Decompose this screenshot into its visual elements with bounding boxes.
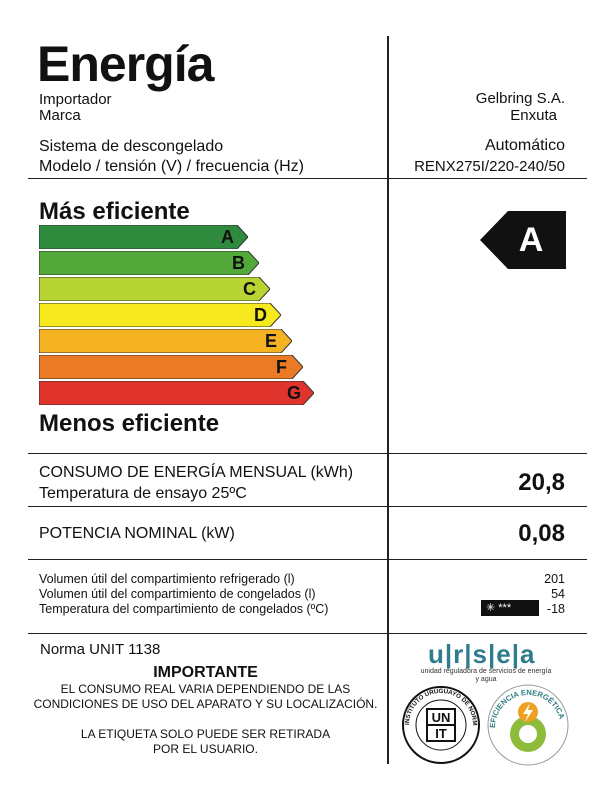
important-line-1: EL CONSUMO REAL VARIA DEPENDIENDO DE LAS [60,682,351,696]
power-value: 0,08 [518,520,565,547]
unit-seal-bottom-text: IT [435,726,447,741]
defrost-label: Sistema de descongelado [39,138,224,155]
efficiency-bar-shape [39,303,281,327]
test-temperature-label: Temperatura de ensayo 25ºC [39,485,247,502]
removal-line-1: LA ETIQUETA SOLO PUEDE SER RETIRADA [80,727,331,741]
efficiency-bar-shape [39,251,259,275]
efficiency-bar-letter: E [265,331,278,351]
efficiency-bar-letter: C [243,279,256,299]
removal-line-2: POR EL USUARIO. [153,742,258,756]
efficiency-bar-letter: G [287,383,302,403]
divider-consumption [28,506,587,507]
model-label: Modelo / tensión (V) / frecuencia (Hz) [39,158,304,175]
defrost-value: Automático [484,137,565,154]
label-title: Energía [37,36,214,92]
importer-label: Importador [39,91,112,108]
efficiency-bar-c: C [39,277,270,301]
efficiency-bar-g: G [39,381,314,405]
fridge-volume-value: 201 [544,572,565,586]
freezer-volume-label: Volumen útil del compartimiento de conge… [39,587,316,601]
efficiency-bar-e: E [39,329,292,353]
least-efficient-label: Menos eficiente [39,410,220,437]
most-efficient-label: Más eficiente [39,198,190,225]
efficiency-bar-letter: F [276,357,287,377]
model-value: RENX275I/220-240/50 [414,158,565,175]
vertical-divider [387,36,389,764]
freezer-star-rating-icon: ✳ *** [481,600,539,616]
unit-seal-top-text: UN [432,710,451,725]
efficiency-bar-a: A [39,225,248,249]
freezer-temp-label: Temperatura del compartimiento de congel… [39,602,329,616]
efficiency-bar-shape [39,277,270,301]
divider-power [28,559,587,560]
efficiency-bar-shape [39,225,248,249]
efficiency-bar-shape [39,355,303,379]
freezer-volume-value: 54 [551,587,565,601]
important-title: IMPORTANTE [153,664,258,681]
importer-value: Gelbring S.A. [475,90,565,107]
efficiency-bar-letter: A [221,227,234,247]
power-label: POTENCIA NOMINAL (kW) [39,525,235,542]
efficiency-bar-letter: B [232,253,245,273]
divider-header [28,178,587,179]
brand-label: Marca [39,107,81,124]
important-line-2: CONDICIONES DE USO DEL APARATO Y SU LOCA… [33,697,378,711]
freezer-stars: ✳ *** [486,602,512,614]
efficiency-bar-shape [39,329,292,353]
efficiency-bar-letter: D [254,305,267,325]
ursea-logo: u|r|s|e|a [428,639,536,669]
rating-letter: A [518,221,544,259]
brand-value: Enxuta [510,107,557,124]
efficiency-bar-d: D [39,303,281,327]
rating-arrow: A [480,211,566,269]
norma-label: Norma UNIT 1138 [40,641,161,658]
freezer-temp-value: -18 [546,602,565,616]
efficiency-bar-b: B [39,251,259,275]
rating-arrow-shape [480,211,566,269]
efficiency-bar-f: F [39,355,303,379]
divider-scale [28,453,587,454]
efficiency-seal-icon: EFICIENCIA ENERGÉTICA [487,684,569,766]
consumption-value: 20,8 [518,469,565,496]
unit-seal-icon: UN IT INSTITUTO URUGUAYO DE NORMAS TÉCNI… [399,683,480,764]
divider-volumes [28,633,587,634]
fridge-volume-label: Volumen útil del compartimiento refriger… [39,572,295,586]
ursea-subtitle: unidad reguladora de servicios de energí… [420,668,552,683]
efficiency-bar-shape [39,381,314,405]
consumption-label: CONSUMO DE ENERGÍA MENSUAL (kWh) [39,464,354,481]
